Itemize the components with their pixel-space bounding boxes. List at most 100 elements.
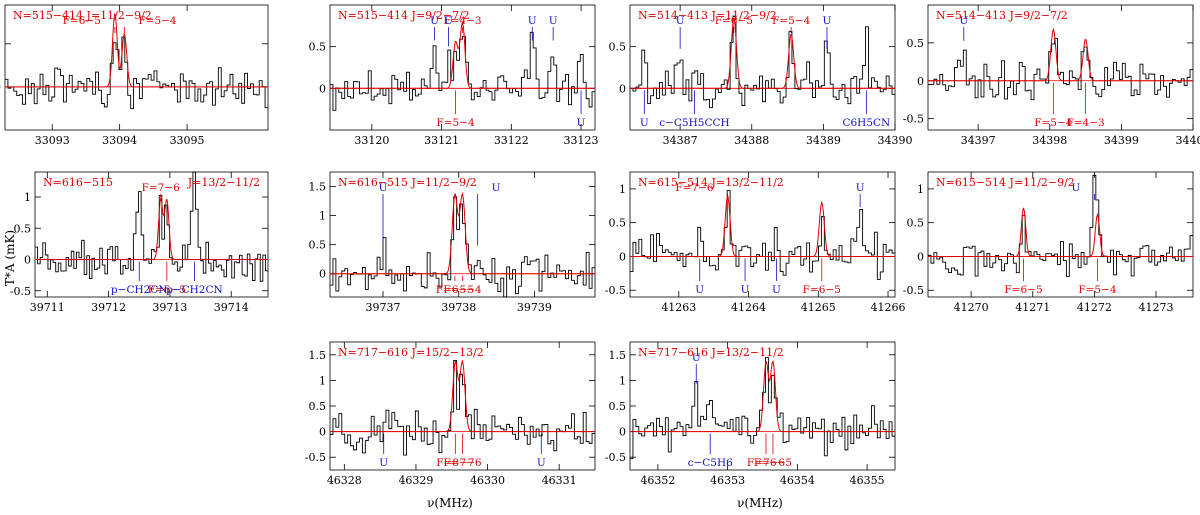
annotation-label: F=5−4	[436, 117, 475, 129]
x-tick-label: 41263	[661, 301, 696, 314]
x-tick-label: 39738	[441, 301, 476, 314]
annotation-label: F=7−6	[747, 457, 786, 469]
annotation-label: U	[577, 117, 586, 129]
y-tick-label: 0.5	[907, 217, 925, 230]
x-tick-label: 33123	[564, 134, 599, 147]
x-tick-label: 46328	[327, 474, 362, 487]
panel-frame	[34, 171, 269, 298]
fit-curve	[330, 192, 595, 275]
annotation-label: U	[444, 15, 453, 27]
fit-curve	[928, 207, 1193, 257]
y-tick-label: 1	[619, 374, 626, 387]
y-tick-label: 1.5	[309, 349, 327, 362]
x-tick-label: 41266	[871, 301, 906, 314]
x-tick-label: 46329	[398, 474, 433, 487]
panel-title: N=514−413 J=9/2−7/2	[936, 9, 1068, 22]
y-tick-label: 0.5	[907, 37, 925, 50]
annotation-label: F=7−6	[443, 457, 482, 469]
annotation-label: F=6−5	[803, 284, 841, 296]
observed-spectrum	[5, 36, 268, 110]
y-tick-label: 0	[0, 81, 1, 94]
panel-title: N=515−414 J=11/2−9/2	[13, 9, 152, 22]
panel-title: N=616−515	[43, 176, 113, 189]
y-tick-label: 0.5	[309, 400, 327, 413]
annotation-label: U	[772, 284, 781, 296]
panels: 33093330943309500.5F=6−5F=5−4N=515−414 J…	[0, 4, 1200, 487]
panel-title: N=615−514 J=13/2−11/2	[638, 176, 784, 189]
annotation-label: U	[492, 182, 501, 194]
x-tick-label: 33121	[424, 134, 459, 147]
observed-spectrum	[330, 196, 595, 298]
y-tick-label: 0.5	[309, 239, 327, 252]
annotation-label: U	[1072, 182, 1081, 194]
x-tick-label: 46355	[850, 474, 885, 487]
panel-title: N=616−515 J=11/2−9/2	[338, 176, 477, 189]
x-tick-label: 39711	[30, 301, 65, 314]
annotation-label: F=7−6	[675, 182, 714, 194]
y-tick-label: 0.5	[0, 38, 1, 51]
observed-spectrum	[630, 190, 895, 280]
annotation-label: F=6−5	[754, 457, 792, 469]
x-tick-label: 34399	[1104, 134, 1139, 147]
y-tick-label: -0.5	[903, 113, 924, 126]
y-tick-label: 0	[319, 426, 326, 439]
x-tick-label: 34397	[961, 134, 996, 147]
y-tick-label: 1	[319, 374, 326, 387]
panel-3: 34387 34388 34389 34390 0 0.5 F=6−5 F=5−4 U U Uc−C…	[609, 4, 913, 147]
annotation-label: U	[528, 15, 537, 27]
x-tick-label: 46330	[470, 474, 505, 487]
y-tick-label: 0.5	[14, 222, 32, 235]
fit-curve	[630, 17, 895, 89]
observed-spectrum	[928, 174, 1193, 277]
annotation-label: U	[695, 284, 704, 296]
x-tick-label: 41265	[801, 301, 836, 314]
panel-frame	[329, 4, 596, 131]
fit-curve	[330, 20, 595, 89]
x-tick-label: 39739	[517, 301, 552, 314]
annotation-label: U	[549, 15, 558, 27]
panel-title: N=514−413 J=11/2−9/2	[638, 9, 777, 22]
x-axis-title-left: ν(MHz)	[427, 496, 473, 510]
fit-curve	[928, 27, 1193, 82]
y-tick-label: 1.5	[309, 181, 327, 194]
annotation-label: F=5−4	[1078, 284, 1117, 296]
panel-frame	[629, 4, 896, 131]
annotation-label: U	[379, 457, 388, 469]
y-tick-label: 1.5	[609, 349, 627, 362]
x-tick-label: 33095	[170, 134, 205, 147]
y-tick-label: 0	[917, 250, 924, 263]
annotation-label: c−C5H5CCH	[659, 117, 729, 129]
annotation-label: F=6−5	[1004, 284, 1042, 296]
y-tick-label: -0.5	[305, 451, 326, 464]
annotation-label: p−CH2CN	[111, 284, 168, 296]
annotation-label: U	[640, 117, 649, 129]
fit-curve	[35, 198, 268, 260]
x-tick-label: 33094	[102, 134, 137, 147]
panel-5: 39711 39712 39713 39714 -0.5 0 0.5 1 F=7−6 F=6−5p…	[10, 171, 269, 314]
y-tick-label: -0.5	[605, 451, 626, 464]
x-tick-label: 34400	[1176, 134, 1200, 147]
y-tick-label: 0	[319, 268, 326, 281]
panel-title: N=515−414 J=9/2−7/2	[338, 9, 470, 22]
annotation-label: F=7−6	[142, 182, 181, 194]
annotation-label: U	[692, 352, 701, 364]
panel-8: 41270 41271 41272 41273 -0.5 0 0.5 1 F=6−5 F=5−4 U…	[903, 171, 1194, 314]
panel-title-2: J=13/2−11/2	[187, 176, 260, 189]
y-tick-label: 0	[619, 426, 626, 439]
y-tick-label: 0.5	[309, 41, 327, 54]
annotation-label: c−C5H6	[688, 457, 734, 469]
annotation-label: U	[959, 15, 968, 27]
panel-10: 46352 46353 46354 46355 -0.5 0 0.5 1 1.5 F=7−6F=6…	[605, 341, 896, 487]
x-tick-label: 41272	[1077, 301, 1112, 314]
panel-frame	[927, 4, 1194, 131]
panel-frame	[927, 171, 1194, 298]
panel-title: N=717−616 J=13/2−11/2	[638, 346, 784, 359]
x-tick-label: 41270	[954, 301, 989, 314]
panel-frame	[629, 171, 896, 298]
annotation-label: F=4−3	[443, 15, 481, 27]
x-tick-label: 46352	[640, 474, 675, 487]
annotation-label: U	[537, 457, 546, 469]
x-tick-label: 41271	[1015, 301, 1050, 314]
